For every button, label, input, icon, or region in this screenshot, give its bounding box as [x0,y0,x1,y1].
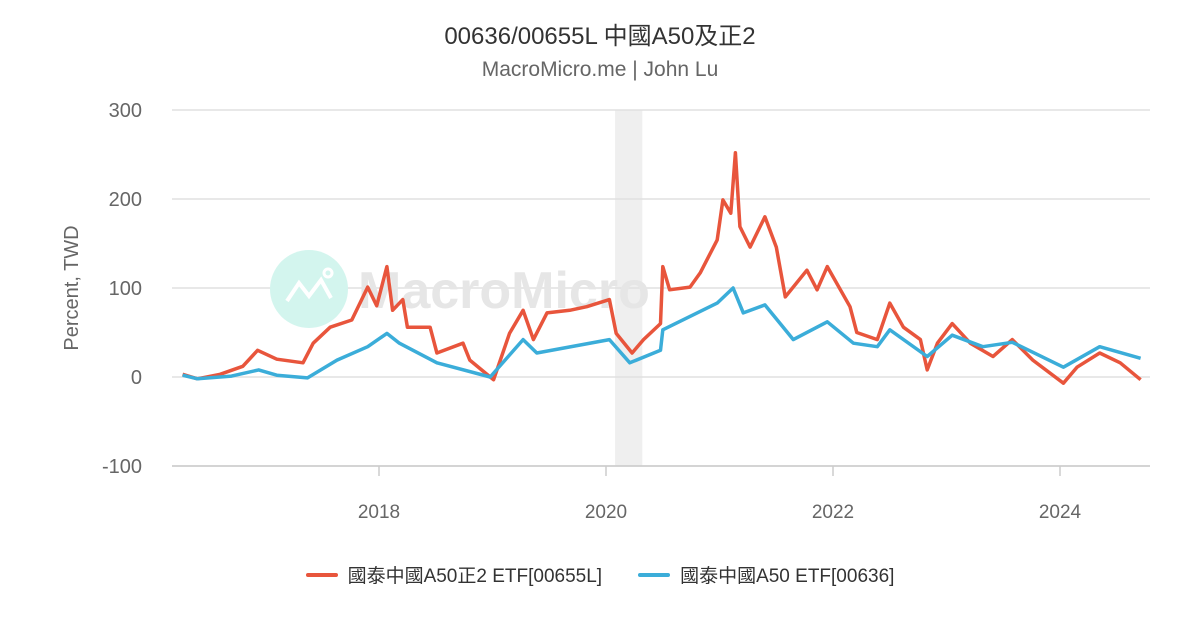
watermark-logo-dot-icon [322,267,334,279]
y-tick-label: 300 [109,100,142,122]
y-tick-label: -100 [102,456,142,478]
watermark-logo-line-icon [285,276,333,303]
x-tick-label: 2024 [1039,502,1082,523]
legend-label: 國泰中國A50正2 ETF[00655L] [347,566,603,587]
x-tick-label: 2022 [812,502,854,523]
x-tick-label: 2020 [585,502,627,523]
y-tick-label: 0 [131,367,142,389]
y-tick-label: 200 [109,189,142,211]
legend-label: 國泰中國A50 ETF[00636] [680,566,895,587]
chart-subtitle: MacroMicro.me | John Lu [481,58,719,81]
macromicro-watermark: MacroMicro [270,250,650,328]
chart-title: 00636/00655L 中國A50及正2 [444,23,756,50]
legend-swatch-red [305,572,338,577]
legend-item-00655l[interactable]: 國泰中國A50正2 ETF[00655L] [305,561,603,588]
series-line-0 [182,150,1142,385]
watermark-text: MacroMicro [358,262,650,320]
legend-item-00636[interactable]: 國泰中國A50 ETF[00636] [638,561,894,588]
y-tick-label: 100 [109,278,142,300]
watermark-logo-icon [270,250,348,328]
legend: 國泰中國A50正2 ETF[00655L] 國泰中國A50 ETF[00636] [0,561,1200,588]
x-tick-label: 2018 [358,502,400,523]
legend-swatch-blue [638,572,671,577]
series-line-1 [182,286,1142,381]
y-axis-label: Percent, TWD [61,225,83,350]
